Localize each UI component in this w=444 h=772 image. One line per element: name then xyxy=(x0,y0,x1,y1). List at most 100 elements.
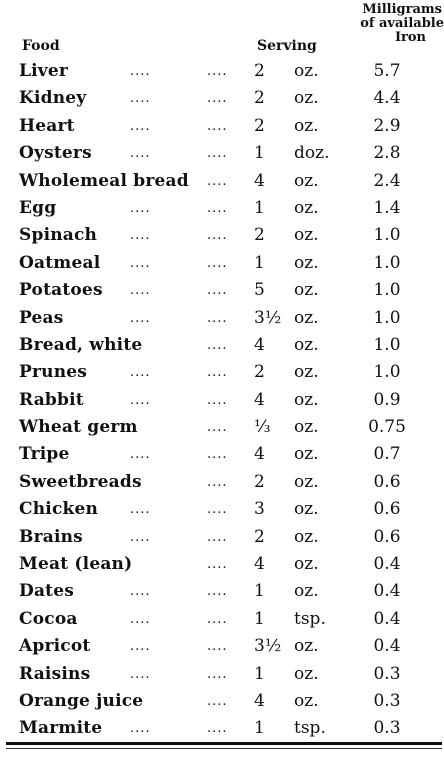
table-row: Chicken........ 3 oz. 0.6 xyxy=(0,496,444,523)
leader-dots: .... xyxy=(207,64,228,79)
iron-header-line-3: Iron xyxy=(394,30,426,45)
leader-dots: .... xyxy=(130,392,151,408)
iron-value-cell: 0.6 xyxy=(373,526,401,547)
iron-value-cell: 1.4 xyxy=(373,197,401,218)
food-cell: Marmite xyxy=(19,718,103,739)
bottom-rule-thick xyxy=(6,742,442,745)
leader-dots: .... xyxy=(207,693,228,709)
food-cell: Rabbit xyxy=(19,389,84,410)
table-row: Peas........ 3½ oz. 1.0 xyxy=(0,305,444,332)
serving-quantity-cell: 3½ xyxy=(254,636,282,657)
serving-unit-cell: oz. xyxy=(294,444,319,465)
iron-value-cell: 0.3 xyxy=(373,690,401,711)
serving-unit-cell: oz. xyxy=(294,170,319,191)
serving-unit-cell: oz. xyxy=(294,252,319,273)
food-cell: Chicken xyxy=(19,499,99,520)
leader-dots: .... xyxy=(207,666,228,682)
food-cell: Prunes xyxy=(19,362,88,383)
serving-quantity-cell: 4 xyxy=(254,389,265,410)
serving-quantity-cell: 5 xyxy=(254,280,265,301)
leader-dots: .... xyxy=(130,146,151,162)
table-row: Raisins........ 1 oz. 0.3 xyxy=(0,661,444,688)
table-row: Prunes........ 2 oz. 1.0 xyxy=(0,359,444,386)
serving-quantity-cell: 3 xyxy=(254,499,265,520)
serving-unit-cell: oz. xyxy=(294,471,319,492)
serving-quantity-cell: 1 xyxy=(254,143,265,164)
serving-quantity-cell: 1 xyxy=(254,718,265,739)
iron-value-cell: 5.7 xyxy=(373,61,401,81)
leader-dots: .... xyxy=(207,584,228,600)
serving-unit-cell: oz. xyxy=(294,690,319,711)
table-row: Tripe........ 4 oz. 0.7 xyxy=(0,441,444,468)
food-cell: Kidney xyxy=(19,88,87,109)
serving-quantity-cell: 2 xyxy=(254,526,265,547)
serving-quantity-cell: 1 xyxy=(254,581,265,602)
leader-dots: .... xyxy=(207,310,228,326)
serving-quantity-cell: 4 xyxy=(254,444,265,465)
leader-dots: .... xyxy=(207,337,228,353)
serving-unit-cell: oz. xyxy=(294,362,319,383)
food-cell: Heart xyxy=(19,115,75,136)
food-cell: Egg xyxy=(19,197,57,218)
serving-unit-cell: oz. xyxy=(294,417,319,438)
serving-unit-cell: oz. xyxy=(294,334,319,355)
serving-quantity-cell: 4 xyxy=(254,690,265,711)
food-cell: Wholemeal bread xyxy=(19,170,189,191)
iron-value-cell: 0.3 xyxy=(373,718,401,739)
serving-quantity-cell: 1 xyxy=(254,197,265,218)
iron-value-cell: 0.75 xyxy=(368,417,406,438)
iron-value-cell: 1.0 xyxy=(373,252,401,273)
table-body: Liver........ 2 oz. 5.7 Kidney........ 2 oz. 4.… xyxy=(0,58,444,743)
leader-dots: .... xyxy=(207,721,228,737)
table-row: Dates........ 1 oz. 0.4 xyxy=(0,578,444,605)
leader-dots: .... xyxy=(130,200,151,216)
leader-dots: .... xyxy=(207,639,228,655)
leader-dots: .... xyxy=(207,502,228,518)
leader-dots: .... xyxy=(207,118,228,134)
iron-value-cell: 1.0 xyxy=(373,307,401,328)
food-cell: Liver xyxy=(19,61,69,81)
iron-value-cell: 2.4 xyxy=(373,170,401,191)
table-row: Sweetbreads.... 2 oz. 0.6 xyxy=(0,469,444,496)
serving-quantity-cell: 4 xyxy=(254,334,265,355)
iron-value-cell: 1.0 xyxy=(373,362,401,383)
leader-dots: .... xyxy=(207,529,228,545)
iron-value-cell: 0.3 xyxy=(373,663,401,684)
leader-dots: .... xyxy=(130,584,151,600)
iron-value-cell: 0.4 xyxy=(373,581,401,602)
food-cell: Brains xyxy=(19,526,83,547)
food-cell: Sweetbreads xyxy=(19,471,142,492)
leader-dots: .... xyxy=(130,255,151,271)
food-cell: Cocoa xyxy=(19,608,78,629)
leader-dots: .... xyxy=(207,255,228,271)
serving-unit-cell: oz. xyxy=(294,307,319,328)
serving-unit-cell: oz. xyxy=(294,554,319,575)
table-row: Marmite........ 1 tsp. 0.3 xyxy=(0,715,444,742)
table-row: Oysters........ 1 doz. 2.8 xyxy=(0,140,444,167)
serving-quantity-cell: 4 xyxy=(254,554,265,575)
leader-dots: .... xyxy=(130,447,151,463)
leader-dots: .... xyxy=(130,118,151,134)
serving-unit-cell: oz. xyxy=(294,526,319,547)
leader-dots: .... xyxy=(130,228,151,244)
serving-quantity-cell: 3½ xyxy=(254,307,282,328)
food-cell: Orange juice xyxy=(19,690,144,711)
serving-quantity-cell: 2 xyxy=(254,88,265,109)
table-row: Apricot........ 3½ oz. 0.4 xyxy=(0,633,444,660)
table-row: Potatoes........ 5 oz. 1.0 xyxy=(0,277,444,304)
leader-dots: .... xyxy=(207,474,228,490)
food-cell: Spinach xyxy=(19,225,98,246)
serving-unit-cell: oz. xyxy=(294,389,319,410)
table-row: Kidney........ 2 oz. 4.4 xyxy=(0,85,444,112)
leader-dots: .... xyxy=(207,283,228,299)
iron-value-cell: 0.4 xyxy=(373,636,401,657)
leader-dots: .... xyxy=(130,64,151,79)
table-row: Wholemeal bread.... 4 oz. 2.4 xyxy=(0,168,444,195)
iron-value-cell: 2.9 xyxy=(373,115,401,136)
food-cell: Apricot xyxy=(19,636,91,657)
serving-unit-cell: oz. xyxy=(294,61,319,81)
serving-quantity-cell: 2 xyxy=(254,471,265,492)
table-row: Bread, white.... 4 oz. 1.0 xyxy=(0,332,444,359)
table-row: Orange juice.... 4 oz. 0.3 xyxy=(0,688,444,715)
